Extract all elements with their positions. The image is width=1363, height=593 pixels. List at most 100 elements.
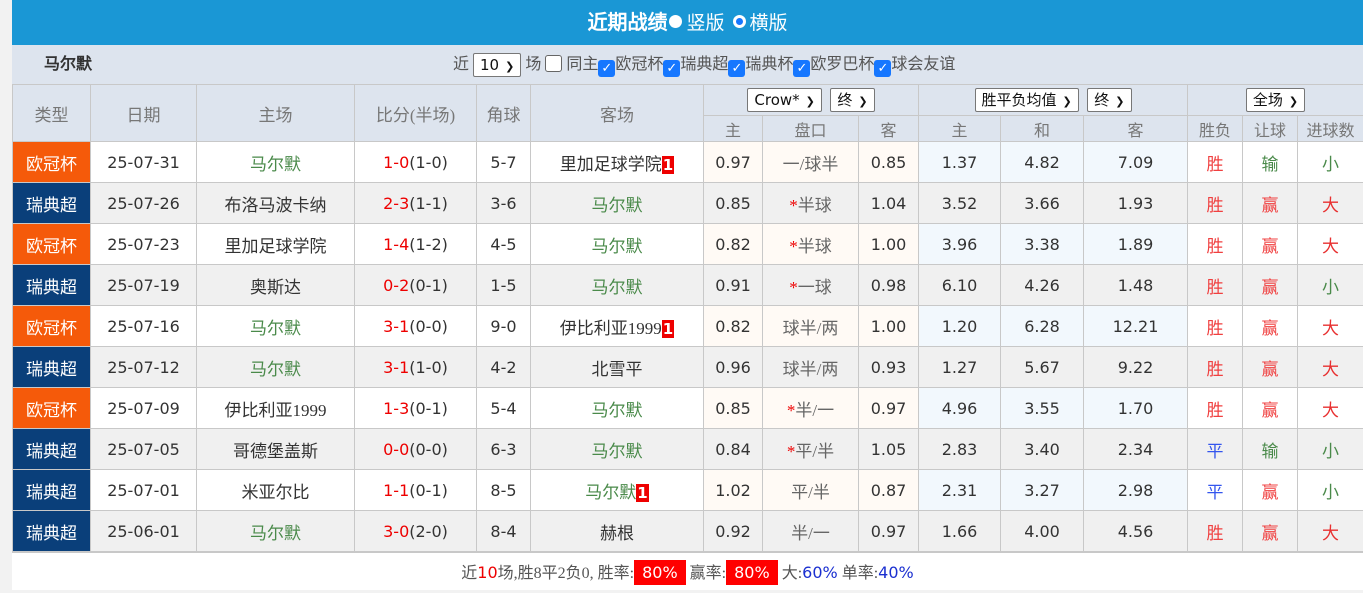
- radio-vertical[interactable]: [669, 15, 682, 28]
- ah-line: 球半/两: [783, 319, 839, 338]
- ah-line: 半/一: [795, 401, 834, 420]
- away-cell[interactable]: 马尔默: [531, 183, 704, 224]
- league-label: 欧冠杯: [615, 56, 663, 73]
- ep-home-odds: 6.10: [919, 265, 1001, 306]
- away-cell[interactable]: 赫根: [531, 511, 704, 552]
- ah-line: 半球: [798, 237, 832, 256]
- goals-result: 大: [1298, 224, 1363, 265]
- radio-horizontal[interactable]: [733, 15, 746, 28]
- win-rate-badge: 80%: [634, 560, 686, 585]
- away-cell[interactable]: 里加足球学院1: [531, 142, 704, 183]
- subcol-ah-away: 客: [859, 116, 919, 142]
- away-cell[interactable]: 北雪平: [531, 347, 704, 388]
- goals-result: 小: [1298, 142, 1363, 183]
- away-cell[interactable]: 马尔默1: [531, 470, 704, 511]
- ah-line-cell: *平/半: [763, 429, 859, 470]
- home-team[interactable]: 马尔默: [197, 347, 355, 388]
- home-team[interactable]: 布洛马波卡纳: [197, 183, 355, 224]
- ah-company-select[interactable]: Crow*❯: [747, 88, 821, 112]
- ep-away-odds: 1.70: [1084, 388, 1188, 429]
- ah-away-odds: 1.04: [859, 183, 919, 224]
- ep-stage-select[interactable]: 终❯: [1087, 88, 1131, 112]
- corners: 4-2: [477, 347, 531, 388]
- ah-line: 半球: [798, 196, 832, 215]
- away-cell[interactable]: 马尔默: [531, 224, 704, 265]
- goals-result: 小: [1298, 470, 1363, 511]
- subcol-handicap-result: 让球: [1243, 116, 1298, 142]
- away-team: 里加足球学院: [560, 155, 662, 174]
- full-score: 1-0: [383, 153, 409, 172]
- league-checkbox[interactable]: ✓: [663, 60, 680, 77]
- league-checkbox[interactable]: ✓: [874, 60, 891, 77]
- away-cell[interactable]: 马尔默: [531, 388, 704, 429]
- away-team: 赫根: [600, 524, 634, 543]
- ep-away-odds: 12.21: [1084, 306, 1188, 347]
- big-rate-label: 大:: [782, 565, 802, 582]
- table-row: 欧冠杯 25-07-23 里加足球学院 1-4(1-2) 4-5 马尔默 0.8…: [13, 224, 1363, 265]
- away-cell[interactable]: 马尔默: [531, 265, 704, 306]
- ah-stage-select[interactable]: 终❯: [830, 88, 874, 112]
- match-result: 胜: [1188, 347, 1243, 388]
- table-row: 瑞典超 25-07-05 哥德堡盖斯 0-0(0-0) 6-3 马尔默 0.84…: [13, 429, 1363, 470]
- ep-draw-odds: 3.27: [1001, 470, 1084, 511]
- away-team: 马尔默: [585, 483, 636, 502]
- ah-line-cell: *半/一: [763, 388, 859, 429]
- away-team: 马尔默: [592, 401, 643, 420]
- home-team[interactable]: 哥德堡盖斯: [197, 429, 355, 470]
- home-team[interactable]: 马尔默: [197, 142, 355, 183]
- ep-away-odds: 1.48: [1084, 265, 1188, 306]
- table-row: 瑞典超 25-07-12 马尔默 3-1(1-0) 4-2 北雪平 0.96 球…: [13, 347, 1363, 388]
- league-type: 欧冠杯: [13, 142, 91, 183]
- corners: 9-0: [477, 306, 531, 347]
- summary-footer: 近10场,胜8平2负0, 胜率:80% 赢率:80% 大:60% 单率:40%: [12, 552, 1363, 591]
- league-type: 瑞典超: [13, 265, 91, 306]
- away-cell[interactable]: 伊比利亚19991: [531, 306, 704, 347]
- home-team[interactable]: 马尔默: [197, 306, 355, 347]
- matches-label: 场: [525, 56, 541, 73]
- home-team[interactable]: 里加足球学院: [197, 224, 355, 265]
- red-card-badge: 1: [662, 156, 674, 174]
- league-type: 瑞典超: [13, 470, 91, 511]
- handicap-result: 赢: [1243, 183, 1298, 224]
- ep-type-select[interactable]: 胜平负均值❯: [975, 88, 1079, 112]
- away-cell[interactable]: 马尔默: [531, 429, 704, 470]
- home-team[interactable]: 马尔默: [197, 511, 355, 552]
- footer-near: 近: [461, 565, 477, 582]
- ah-line: 一/球半: [783, 155, 839, 174]
- radio-horizontal-label[interactable]: 横版: [750, 12, 788, 34]
- league-checkbox[interactable]: ✓: [598, 60, 615, 77]
- score-cell: 1-1(0-1): [355, 470, 477, 511]
- full-score: 1-4: [383, 235, 409, 254]
- match-count-select[interactable]: 10❯: [473, 53, 521, 77]
- goals-result: 大: [1298, 183, 1363, 224]
- same-home-checkbox[interactable]: [545, 55, 562, 72]
- same-home-label: 同主: [566, 56, 598, 73]
- ah-away-odds: 0.98: [859, 265, 919, 306]
- subcol-ep-draw: 和: [1001, 116, 1084, 142]
- home-team[interactable]: 米亚尔比: [197, 470, 355, 511]
- chevron-down-icon: ❯: [806, 95, 815, 108]
- ah-away-odds: 1.00: [859, 306, 919, 347]
- ep-draw-odds: 3.66: [1001, 183, 1084, 224]
- match-result: 平: [1188, 470, 1243, 511]
- near-label: 近: [453, 56, 469, 73]
- chevron-down-icon: ❯: [505, 60, 514, 73]
- home-team[interactable]: 奥斯达: [197, 265, 355, 306]
- ep-draw-odds: 5.67: [1001, 347, 1084, 388]
- goals-result: 大: [1298, 306, 1363, 347]
- radio-vertical-label[interactable]: 竖版: [686, 12, 724, 34]
- half-score: (1-2): [409, 235, 448, 254]
- ep-home-odds: 1.27: [919, 347, 1001, 388]
- period-select[interactable]: 全场❯: [1246, 88, 1305, 112]
- league-checkbox[interactable]: ✓: [793, 60, 810, 77]
- league-checkbox[interactable]: ✓: [728, 60, 745, 77]
- home-team[interactable]: 伊比利亚1999: [197, 388, 355, 429]
- ah-line-cell: 平/半: [763, 470, 859, 511]
- match-result: 胜: [1188, 265, 1243, 306]
- corners: 5-7: [477, 142, 531, 183]
- match-result: 胜: [1188, 306, 1243, 347]
- half-score: (1-0): [409, 358, 448, 377]
- ep-home-odds: 1.66: [919, 511, 1001, 552]
- match-date: 25-07-05: [91, 429, 197, 470]
- chevron-down-icon: ❯: [1063, 95, 1072, 108]
